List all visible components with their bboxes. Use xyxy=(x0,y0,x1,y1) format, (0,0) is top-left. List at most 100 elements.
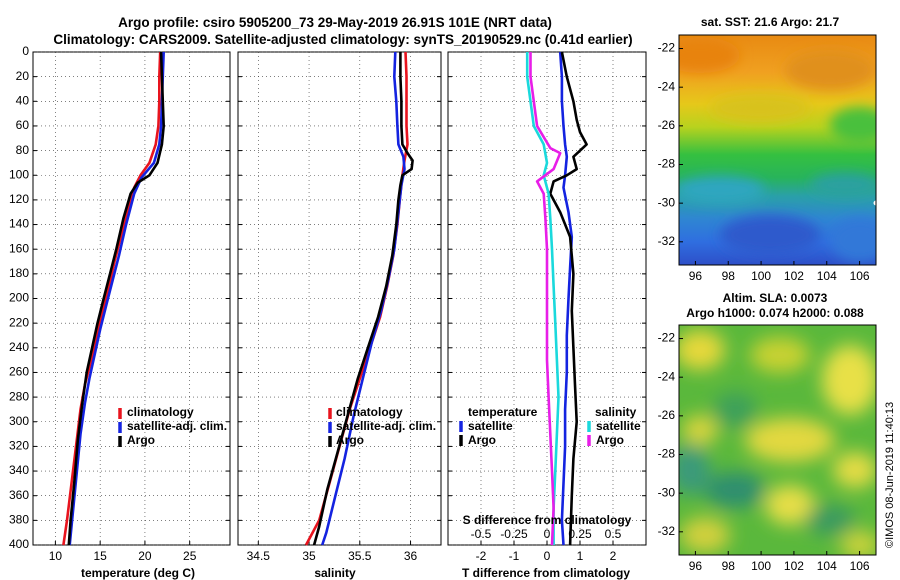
legend-label-s-satellite: satellite xyxy=(596,419,641,433)
depth-tick-label-160: 160 xyxy=(9,241,29,255)
legend-label-satellite: satellite-adj. clim. xyxy=(127,419,227,433)
sla-map-title-line2: Argo h1000: 0.074 h2000: 0.088 xyxy=(686,306,864,320)
temperature-tick-labels: 10 15 20 25 xyxy=(49,549,197,563)
sst-lat-label-24: -24 xyxy=(658,79,676,93)
sla-latitude-ticks: -22 -24 -26 -28 -30 -32 xyxy=(658,331,683,538)
depth-tick-label-240: 240 xyxy=(9,340,29,354)
legend-label-argo: Argo xyxy=(127,433,155,447)
salinity-legend: climatology satellite-adj. clim. Argo xyxy=(328,405,436,447)
salinity-panel: 34.5 35 35.5 36 salinity climatology satell… xyxy=(237,51,442,580)
depth-tick-label-140: 140 xyxy=(9,217,29,231)
depth-tick-label-40: 40 xyxy=(16,93,30,107)
series-t-satellite xyxy=(558,51,574,546)
s-tick-label-0-5: 0.5 xyxy=(605,527,622,541)
legend-label-s-argo: Argo xyxy=(596,433,624,447)
x-tick-label-35: 35 xyxy=(302,549,316,563)
x-tick-label-15: 15 xyxy=(93,549,107,563)
sst-lon-label-106: 106 xyxy=(850,269,870,283)
legend-label-climatology: climatology xyxy=(127,405,194,419)
sla-longitude-ticks: 96 98 100 102 104 106 xyxy=(689,551,870,573)
sla-lat-label-32: -32 xyxy=(658,524,676,538)
sla-map-frame xyxy=(678,324,877,556)
sla-lon-label-98: 98 xyxy=(722,559,736,573)
x-tick-label-35-5: 35.5 xyxy=(348,549,372,563)
temperature-axes-frame xyxy=(32,51,231,546)
x-tick-label-1: -1 xyxy=(509,549,520,563)
x-tick-label-1: 1 xyxy=(577,549,584,563)
series-argo xyxy=(67,51,165,546)
sla-lon-label-106: 106 xyxy=(850,559,870,573)
sst-lon-label-100: 100 xyxy=(751,269,771,283)
series-argo xyxy=(312,52,414,546)
s-difference-label: S difference from climatology xyxy=(463,513,632,527)
sst-lat-label-26: -26 xyxy=(658,118,676,132)
sst-map-frame xyxy=(678,34,877,266)
x-tick-label-36: 36 xyxy=(404,549,418,563)
depth-tick-label-340: 340 xyxy=(9,463,29,477)
legend-label-t-argo: Argo xyxy=(468,433,496,447)
sst-latitude-ticks: -22 -24 -26 -28 -30 -32 xyxy=(658,41,683,248)
sla-lon-label-100: 100 xyxy=(751,559,771,573)
depth-tick-label-80: 80 xyxy=(16,143,30,157)
series-s-satellite xyxy=(525,52,560,545)
depth-tick-label-360: 360 xyxy=(9,488,29,502)
sla-lon-label-96: 96 xyxy=(689,559,703,573)
argo-location-marker xyxy=(873,200,876,206)
depth-tick-label-380: 380 xyxy=(9,513,29,527)
temperature-legend: climatology satellite-adj. clim. Argo xyxy=(118,405,227,447)
legend-title-salinity: salinity xyxy=(595,405,637,419)
t-difference-xlabel: T difference from climatology xyxy=(462,566,630,580)
temperature-gridlines xyxy=(33,51,230,546)
depth-tick-label-200: 200 xyxy=(9,291,29,305)
difference-panel: -2 -1 0 1 2 T difference from climatology S … xyxy=(447,51,647,580)
sla-lat-label-22: -22 xyxy=(658,331,676,345)
s-tick-label-0-25: -0.25 xyxy=(500,527,528,541)
depth-tick-label-60: 60 xyxy=(16,118,30,132)
sla-lat-label-26: -26 xyxy=(658,408,676,422)
sst-lon-label-96: 96 xyxy=(689,269,703,283)
salinity-tick-labels: 34.5 35 35.5 36 xyxy=(247,549,418,563)
x-tick-label-2: 2 xyxy=(610,549,617,563)
legend-title-temperature: temperature xyxy=(468,405,538,419)
sla-lat-label-24: -24 xyxy=(658,369,676,383)
sst-lat-label-22: -22 xyxy=(658,41,676,55)
x-tick-label-2: -2 xyxy=(476,549,487,563)
s-difference-tick-labels: -0.5 -0.25 0 0.25 0.5 xyxy=(471,527,622,541)
sla-map-title-line1: Altim. SLA: 0.0073 xyxy=(723,291,828,305)
s-tick-label-0: 0 xyxy=(544,527,551,541)
sla-map-panel: Altim. SLA: 0.0073 Argo h1000: 0.074 h20… xyxy=(658,291,877,573)
depth-tick-label-20: 20 xyxy=(16,69,30,83)
sst-longitude-ticks: 96 98 100 102 104 106 xyxy=(689,261,870,283)
legend-label-satellite: satellite-adj. clim. xyxy=(336,419,436,433)
sst-map-title: sat. SST: 21.6 Argo: 21.7 xyxy=(701,15,840,29)
difference-gridlines xyxy=(448,51,646,546)
x-tick-label-0: 0 xyxy=(544,549,551,563)
salinity-series xyxy=(304,51,414,546)
x-tick-label-25: 25 xyxy=(183,549,197,563)
legend-label-t-satellite: satellite xyxy=(468,419,513,433)
s-tick-label-0-25: 0.25 xyxy=(568,527,592,541)
sla-lon-label-104: 104 xyxy=(817,559,837,573)
sla-lat-label-30: -30 xyxy=(658,485,676,499)
depth-tick-label-280: 280 xyxy=(9,389,29,403)
sla-heatmap xyxy=(679,325,876,555)
x-tick-label-10: 10 xyxy=(49,549,63,563)
legend-label-argo: Argo xyxy=(336,433,364,447)
sst-heatmap xyxy=(679,35,876,265)
temperature-panel: 0 20 40 60 80 100 120 140 160 180 200 220 240 260 280 3… xyxy=(9,44,231,580)
sst-map-panel: sat. SST: 21.6 Argo: 21.7 -22 -24 -26 -28 -3… xyxy=(658,15,877,283)
x-tick-label-20: 20 xyxy=(138,549,152,563)
depth-tick-label-260: 260 xyxy=(9,365,29,379)
series-s-argo xyxy=(529,52,562,546)
t-difference-tick-labels: -2 -1 0 1 2 xyxy=(476,549,617,563)
chart-title-line1: Argo profile: csiro 5905200_73 29-May-20… xyxy=(118,15,552,30)
temperature-xlabel: temperature (deg C) xyxy=(81,566,195,580)
depth-tick-label-120: 120 xyxy=(9,192,29,206)
difference-series xyxy=(525,51,588,546)
x-tick-label-34-5: 34.5 xyxy=(247,549,271,563)
chart-title-line2: Climatology: CARS2009. Satellite-adjuste… xyxy=(53,32,632,47)
depth-tick-label-300: 300 xyxy=(9,414,29,428)
temperature-series xyxy=(62,51,165,546)
imos-timestamp: ©IMOS 08-Jun-2019 11:40:13 xyxy=(884,402,896,548)
